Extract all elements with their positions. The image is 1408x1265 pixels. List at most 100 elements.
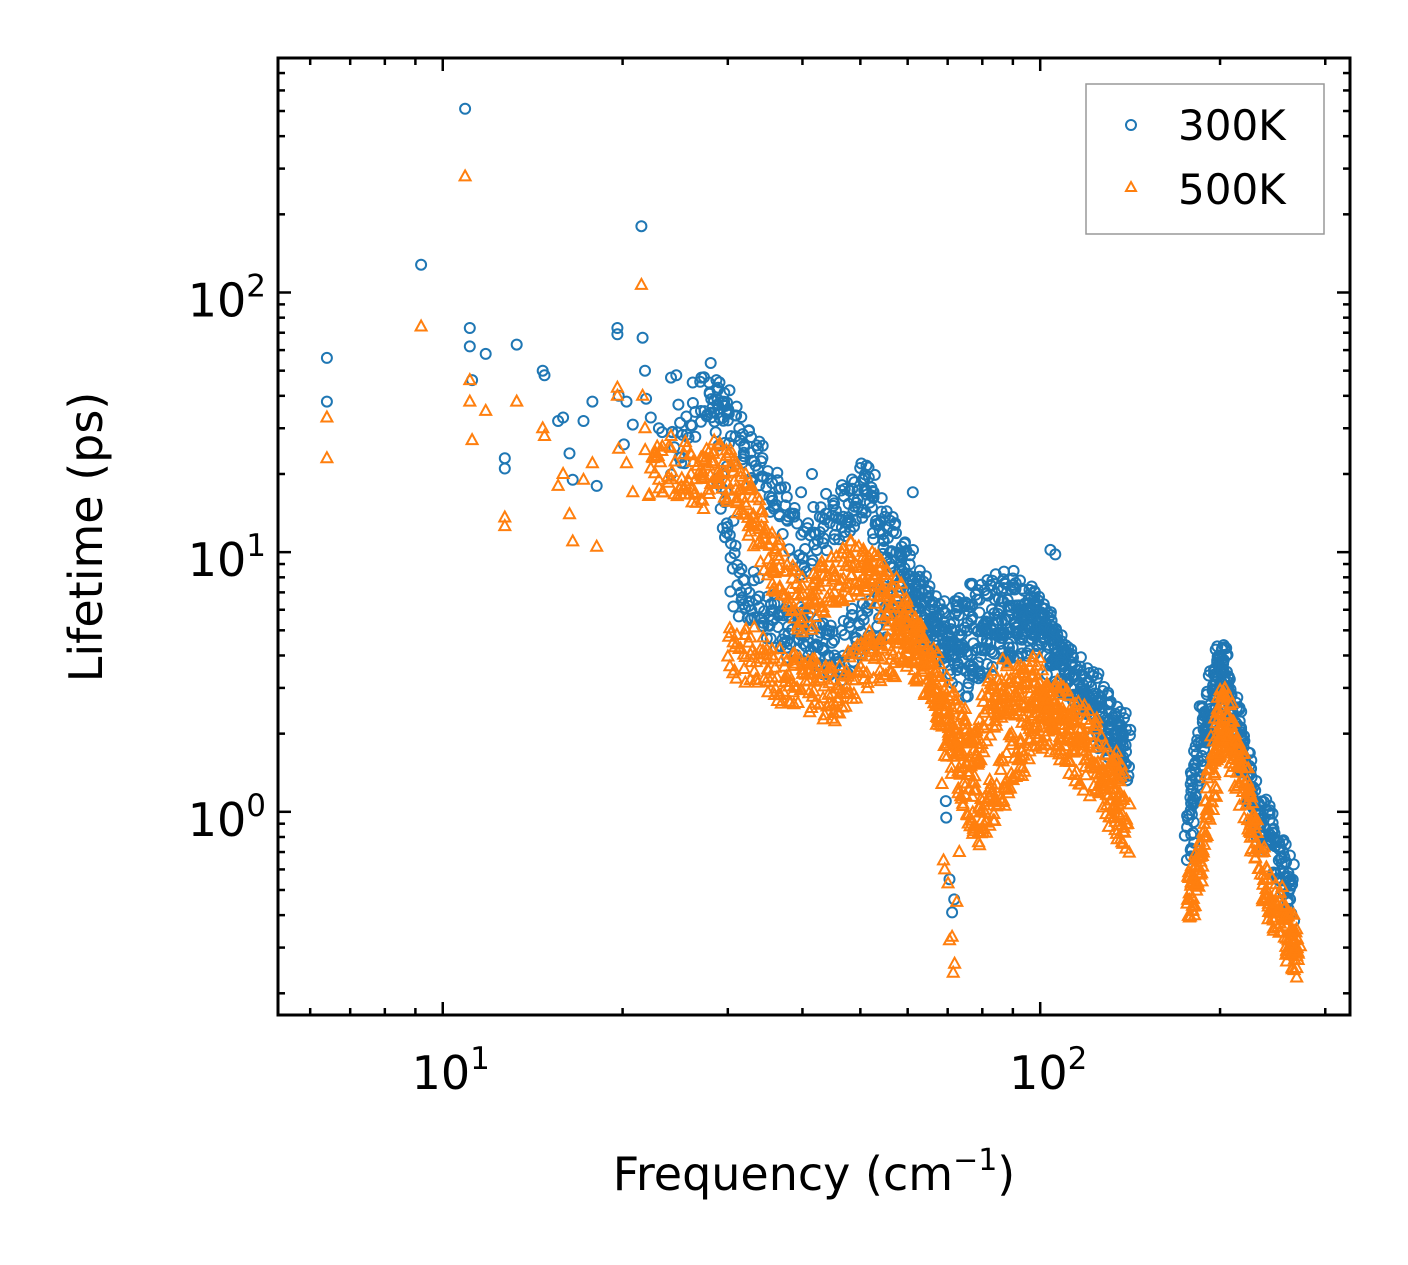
- point-300k: [1287, 858, 1300, 871]
- point-500k: [733, 468, 748, 482]
- point-300k: [538, 369, 551, 382]
- point-500k: [1234, 758, 1249, 772]
- plot-frame: [276, 56, 1352, 1017]
- point-500k: [999, 658, 1014, 672]
- point-500k: [677, 480, 692, 494]
- point-500k: [755, 509, 770, 523]
- point-500k: [961, 763, 976, 777]
- point-500k: [1202, 811, 1218, 825]
- point-500k: [1207, 767, 1222, 781]
- point-500k: [790, 694, 806, 708]
- point-500k: [720, 648, 736, 662]
- point-500k: [783, 694, 798, 708]
- point-500k: [946, 748, 962, 762]
- point-300k: [672, 398, 685, 411]
- point-300k: [1104, 695, 1117, 708]
- point-500k: [827, 713, 843, 727]
- point-500k: [1035, 662, 1050, 676]
- point-300k: [1031, 640, 1044, 652]
- point-300k: [1119, 707, 1132, 720]
- point-300k: [860, 459, 873, 472]
- point-500k: [653, 454, 668, 468]
- point-500k: [835, 699, 850, 713]
- point-300k: [771, 466, 784, 479]
- point-500k: [1117, 819, 1132, 833]
- point-500k: [1016, 661, 1032, 675]
- point-500k: [1039, 675, 1055, 689]
- point-300k: [788, 502, 801, 514]
- point-500k: [817, 707, 832, 721]
- point-300k: [1007, 564, 1020, 577]
- point-500k: [977, 720, 992, 734]
- point-300k: [640, 392, 653, 405]
- point-300k: [978, 625, 991, 638]
- point-300k: [844, 515, 857, 528]
- point-500k: [809, 581, 824, 595]
- point-300k: [961, 690, 974, 703]
- point-500k: [983, 727, 998, 741]
- point-500k: [949, 893, 964, 907]
- point-500k: [951, 730, 967, 744]
- point-500k: [786, 696, 802, 710]
- point-500k: [886, 607, 901, 621]
- point-500k: [867, 595, 883, 609]
- y-tick-label: 102: [188, 268, 266, 327]
- point-500k: [1213, 706, 1228, 720]
- point-500k: [768, 540, 783, 554]
- point-500k: [858, 578, 874, 592]
- point-500k: [910, 669, 925, 683]
- point-300k: [795, 486, 808, 499]
- point-500k: [1012, 685, 1027, 699]
- point-500k: [319, 450, 335, 464]
- point-300k: [764, 632, 777, 645]
- point-300k: [964, 577, 977, 590]
- point-500k: [958, 716, 973, 730]
- point-500k: [995, 682, 1010, 696]
- point-500k: [754, 504, 769, 518]
- point-500k: [1009, 687, 1024, 701]
- point-300k: [775, 481, 787, 494]
- point-300k: [868, 468, 881, 481]
- data-points: [319, 102, 1308, 983]
- point-500k: [1209, 704, 1225, 718]
- point-500k: [895, 626, 911, 640]
- point-300k: [670, 369, 683, 382]
- point-500k: [868, 647, 883, 661]
- point-500k: [1286, 906, 1301, 920]
- point-500k: [814, 553, 830, 567]
- point-500k: [801, 665, 816, 679]
- point-300k: [1102, 698, 1114, 711]
- point-500k: [1223, 716, 1239, 730]
- point-300k: [1124, 723, 1137, 736]
- point-500k: [795, 609, 810, 623]
- point-500k: [765, 575, 780, 589]
- point-500k: [1068, 696, 1083, 710]
- point-500k: [718, 465, 733, 479]
- point-500k: [934, 775, 950, 789]
- point-300k: [1220, 649, 1233, 662]
- point-300k: [1049, 548, 1062, 561]
- point-500k: [793, 587, 808, 601]
- point-500k: [1250, 824, 1265, 838]
- point-300k: [1028, 591, 1041, 604]
- point-300k: [820, 487, 833, 500]
- point-300k: [986, 574, 999, 587]
- point-500k: [995, 651, 1010, 665]
- point-500k: [638, 442, 653, 456]
- point-500k: [1081, 702, 1097, 716]
- y-axis-label: Lifetime (ps): [59, 392, 113, 683]
- point-300k: [723, 529, 736, 542]
- point-500k: [750, 489, 765, 503]
- point-500k: [642, 486, 657, 500]
- point-300k: [720, 526, 733, 539]
- point-500k: [817, 678, 832, 692]
- point-500k: [928, 664, 943, 678]
- point-300k: [875, 492, 888, 505]
- point-500k: [1116, 765, 1132, 779]
- point-500k: [319, 409, 335, 423]
- point-300k: [479, 347, 492, 360]
- point-500k: [982, 669, 998, 683]
- point-500k: [1198, 829, 1213, 843]
- point-500k: [776, 543, 791, 557]
- point-500k: [878, 667, 894, 681]
